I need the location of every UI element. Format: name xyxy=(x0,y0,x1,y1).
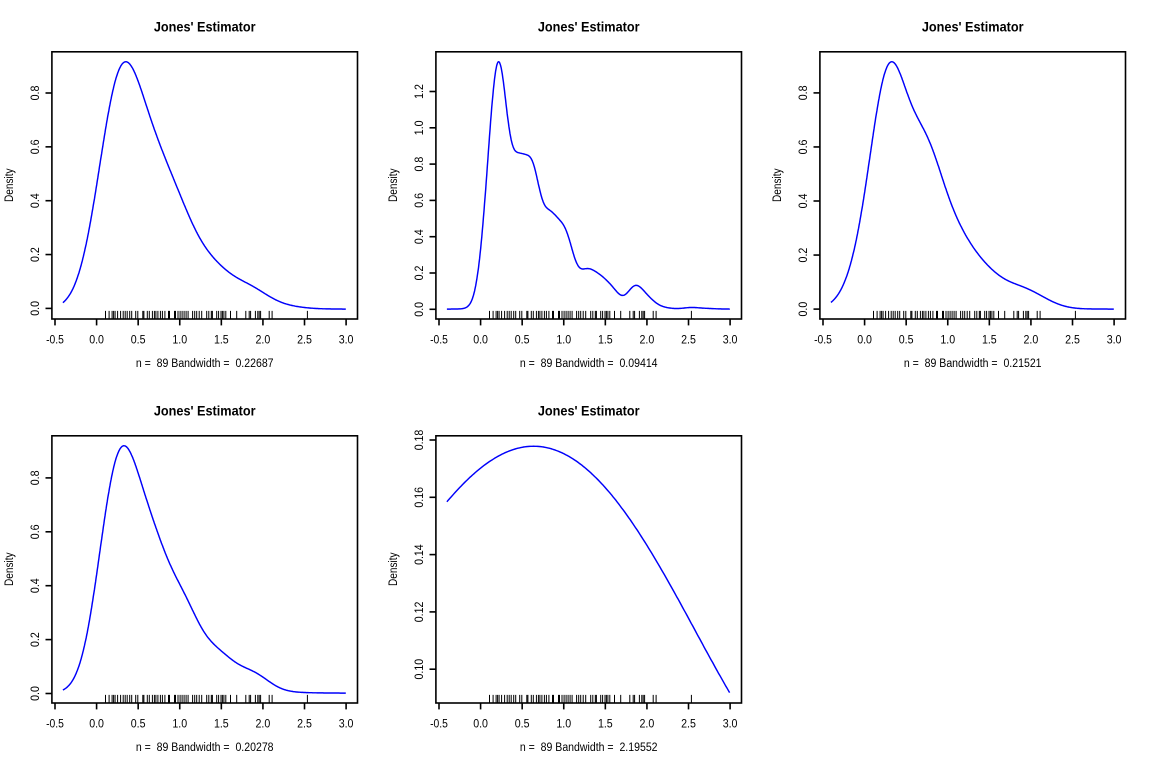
svg-text:0.0: 0.0 xyxy=(89,718,104,730)
svg-text:0.12: 0.12 xyxy=(414,602,426,623)
svg-text:0.0: 0.0 xyxy=(473,718,488,730)
svg-text:0.0: 0.0 xyxy=(473,334,488,346)
svg-text:0.18: 0.18 xyxy=(414,430,426,451)
svg-text:2.0: 2.0 xyxy=(256,718,271,730)
svg-text:2.5: 2.5 xyxy=(297,718,312,730)
svg-text:0.8: 0.8 xyxy=(30,471,42,486)
svg-text:2.5: 2.5 xyxy=(1065,334,1080,346)
svg-text:0.4: 0.4 xyxy=(798,193,810,208)
svg-text:0.0: 0.0 xyxy=(30,686,42,701)
svg-text:2.0: 2.0 xyxy=(640,718,655,730)
svg-text:1.0: 1.0 xyxy=(940,334,955,346)
svg-text:-0.5: -0.5 xyxy=(430,718,448,730)
svg-text:3.0: 3.0 xyxy=(723,334,738,346)
svg-text:0.4: 0.4 xyxy=(414,229,426,244)
svg-text:n = 89 Bandwidth = 2.19552: n = 89 Bandwidth = 2.19552 xyxy=(520,742,658,754)
svg-text:1.0: 1.0 xyxy=(556,334,571,346)
svg-text:Jones' Estimator: Jones' Estimator xyxy=(154,403,256,419)
svg-text:0.2: 0.2 xyxy=(30,247,42,262)
svg-text:1.5: 1.5 xyxy=(982,334,997,346)
svg-text:1.0: 1.0 xyxy=(172,334,187,346)
svg-text:0.8: 0.8 xyxy=(798,86,810,101)
svg-text:2.0: 2.0 xyxy=(256,334,271,346)
svg-text:0.8: 0.8 xyxy=(30,86,42,101)
svg-text:1.2: 1.2 xyxy=(414,84,426,99)
svg-text:Jones' Estimator: Jones' Estimator xyxy=(538,19,640,35)
svg-text:3.0: 3.0 xyxy=(339,334,354,346)
svg-text:0.6: 0.6 xyxy=(798,140,810,155)
svg-text:n = 89 Bandwidth = 0.21521: n = 89 Bandwidth = 0.21521 xyxy=(904,358,1042,370)
svg-text:2.5: 2.5 xyxy=(297,334,312,346)
svg-text:3.0: 3.0 xyxy=(1107,334,1122,346)
svg-text:0.6: 0.6 xyxy=(30,524,42,539)
svg-text:Density: Density xyxy=(772,168,784,202)
svg-text:Density: Density xyxy=(388,552,400,586)
svg-text:Jones' Estimator: Jones' Estimator xyxy=(154,19,256,35)
svg-text:0.5: 0.5 xyxy=(515,718,530,730)
svg-text:0.4: 0.4 xyxy=(30,193,42,208)
svg-text:0.0: 0.0 xyxy=(414,302,426,317)
svg-text:Density: Density xyxy=(4,552,16,586)
svg-text:-0.5: -0.5 xyxy=(814,334,832,346)
svg-text:3.0: 3.0 xyxy=(339,718,354,730)
svg-text:0.0: 0.0 xyxy=(30,301,42,316)
svg-text:2.5: 2.5 xyxy=(681,718,696,730)
svg-text:0.5: 0.5 xyxy=(899,334,914,346)
svg-text:Jones' Estimator: Jones' Estimator xyxy=(538,403,640,419)
svg-text:0.5: 0.5 xyxy=(131,334,146,346)
svg-text:0.0: 0.0 xyxy=(89,334,104,346)
svg-text:Density: Density xyxy=(388,168,400,202)
svg-text:0.4: 0.4 xyxy=(30,578,42,593)
svg-text:0.8: 0.8 xyxy=(414,157,426,172)
svg-text:0.6: 0.6 xyxy=(30,139,42,154)
svg-text:0.14: 0.14 xyxy=(414,544,426,565)
svg-text:3.0: 3.0 xyxy=(723,718,738,730)
svg-text:0.16: 0.16 xyxy=(414,487,426,508)
svg-text:Density: Density xyxy=(4,168,16,202)
svg-text:0.5: 0.5 xyxy=(131,718,146,730)
svg-text:1.5: 1.5 xyxy=(214,718,229,730)
svg-text:1.5: 1.5 xyxy=(598,718,613,730)
svg-text:2.5: 2.5 xyxy=(681,334,696,346)
svg-text:0.0: 0.0 xyxy=(857,334,872,346)
svg-text:0.2: 0.2 xyxy=(414,266,426,281)
svg-text:-0.5: -0.5 xyxy=(430,334,448,346)
svg-text:0.6: 0.6 xyxy=(414,193,426,208)
svg-text:0.5: 0.5 xyxy=(515,334,530,346)
svg-text:1.0: 1.0 xyxy=(414,120,426,135)
svg-text:0.2: 0.2 xyxy=(798,248,810,263)
svg-text:-0.5: -0.5 xyxy=(46,334,64,346)
svg-text:1.5: 1.5 xyxy=(598,334,613,346)
svg-text:-0.5: -0.5 xyxy=(46,718,64,730)
svg-text:1.0: 1.0 xyxy=(556,718,571,730)
svg-text:n = 89 Bandwidth = 0.09414: n = 89 Bandwidth = 0.09414 xyxy=(520,358,658,370)
svg-text:0.10: 0.10 xyxy=(414,659,426,680)
svg-text:n = 89 Bandwidth = 0.22687: n = 89 Bandwidth = 0.22687 xyxy=(136,358,274,370)
svg-text:1.5: 1.5 xyxy=(214,334,229,346)
svg-text:0.2: 0.2 xyxy=(30,632,42,647)
svg-text:0.0: 0.0 xyxy=(798,302,810,317)
svg-text:n = 89 Bandwidth = 0.20278: n = 89 Bandwidth = 0.20278 xyxy=(136,742,274,754)
svg-text:2.0: 2.0 xyxy=(640,334,655,346)
svg-text:Jones' Estimator: Jones' Estimator xyxy=(922,19,1024,35)
svg-text:1.0: 1.0 xyxy=(172,718,187,730)
svg-text:2.0: 2.0 xyxy=(1024,334,1039,346)
